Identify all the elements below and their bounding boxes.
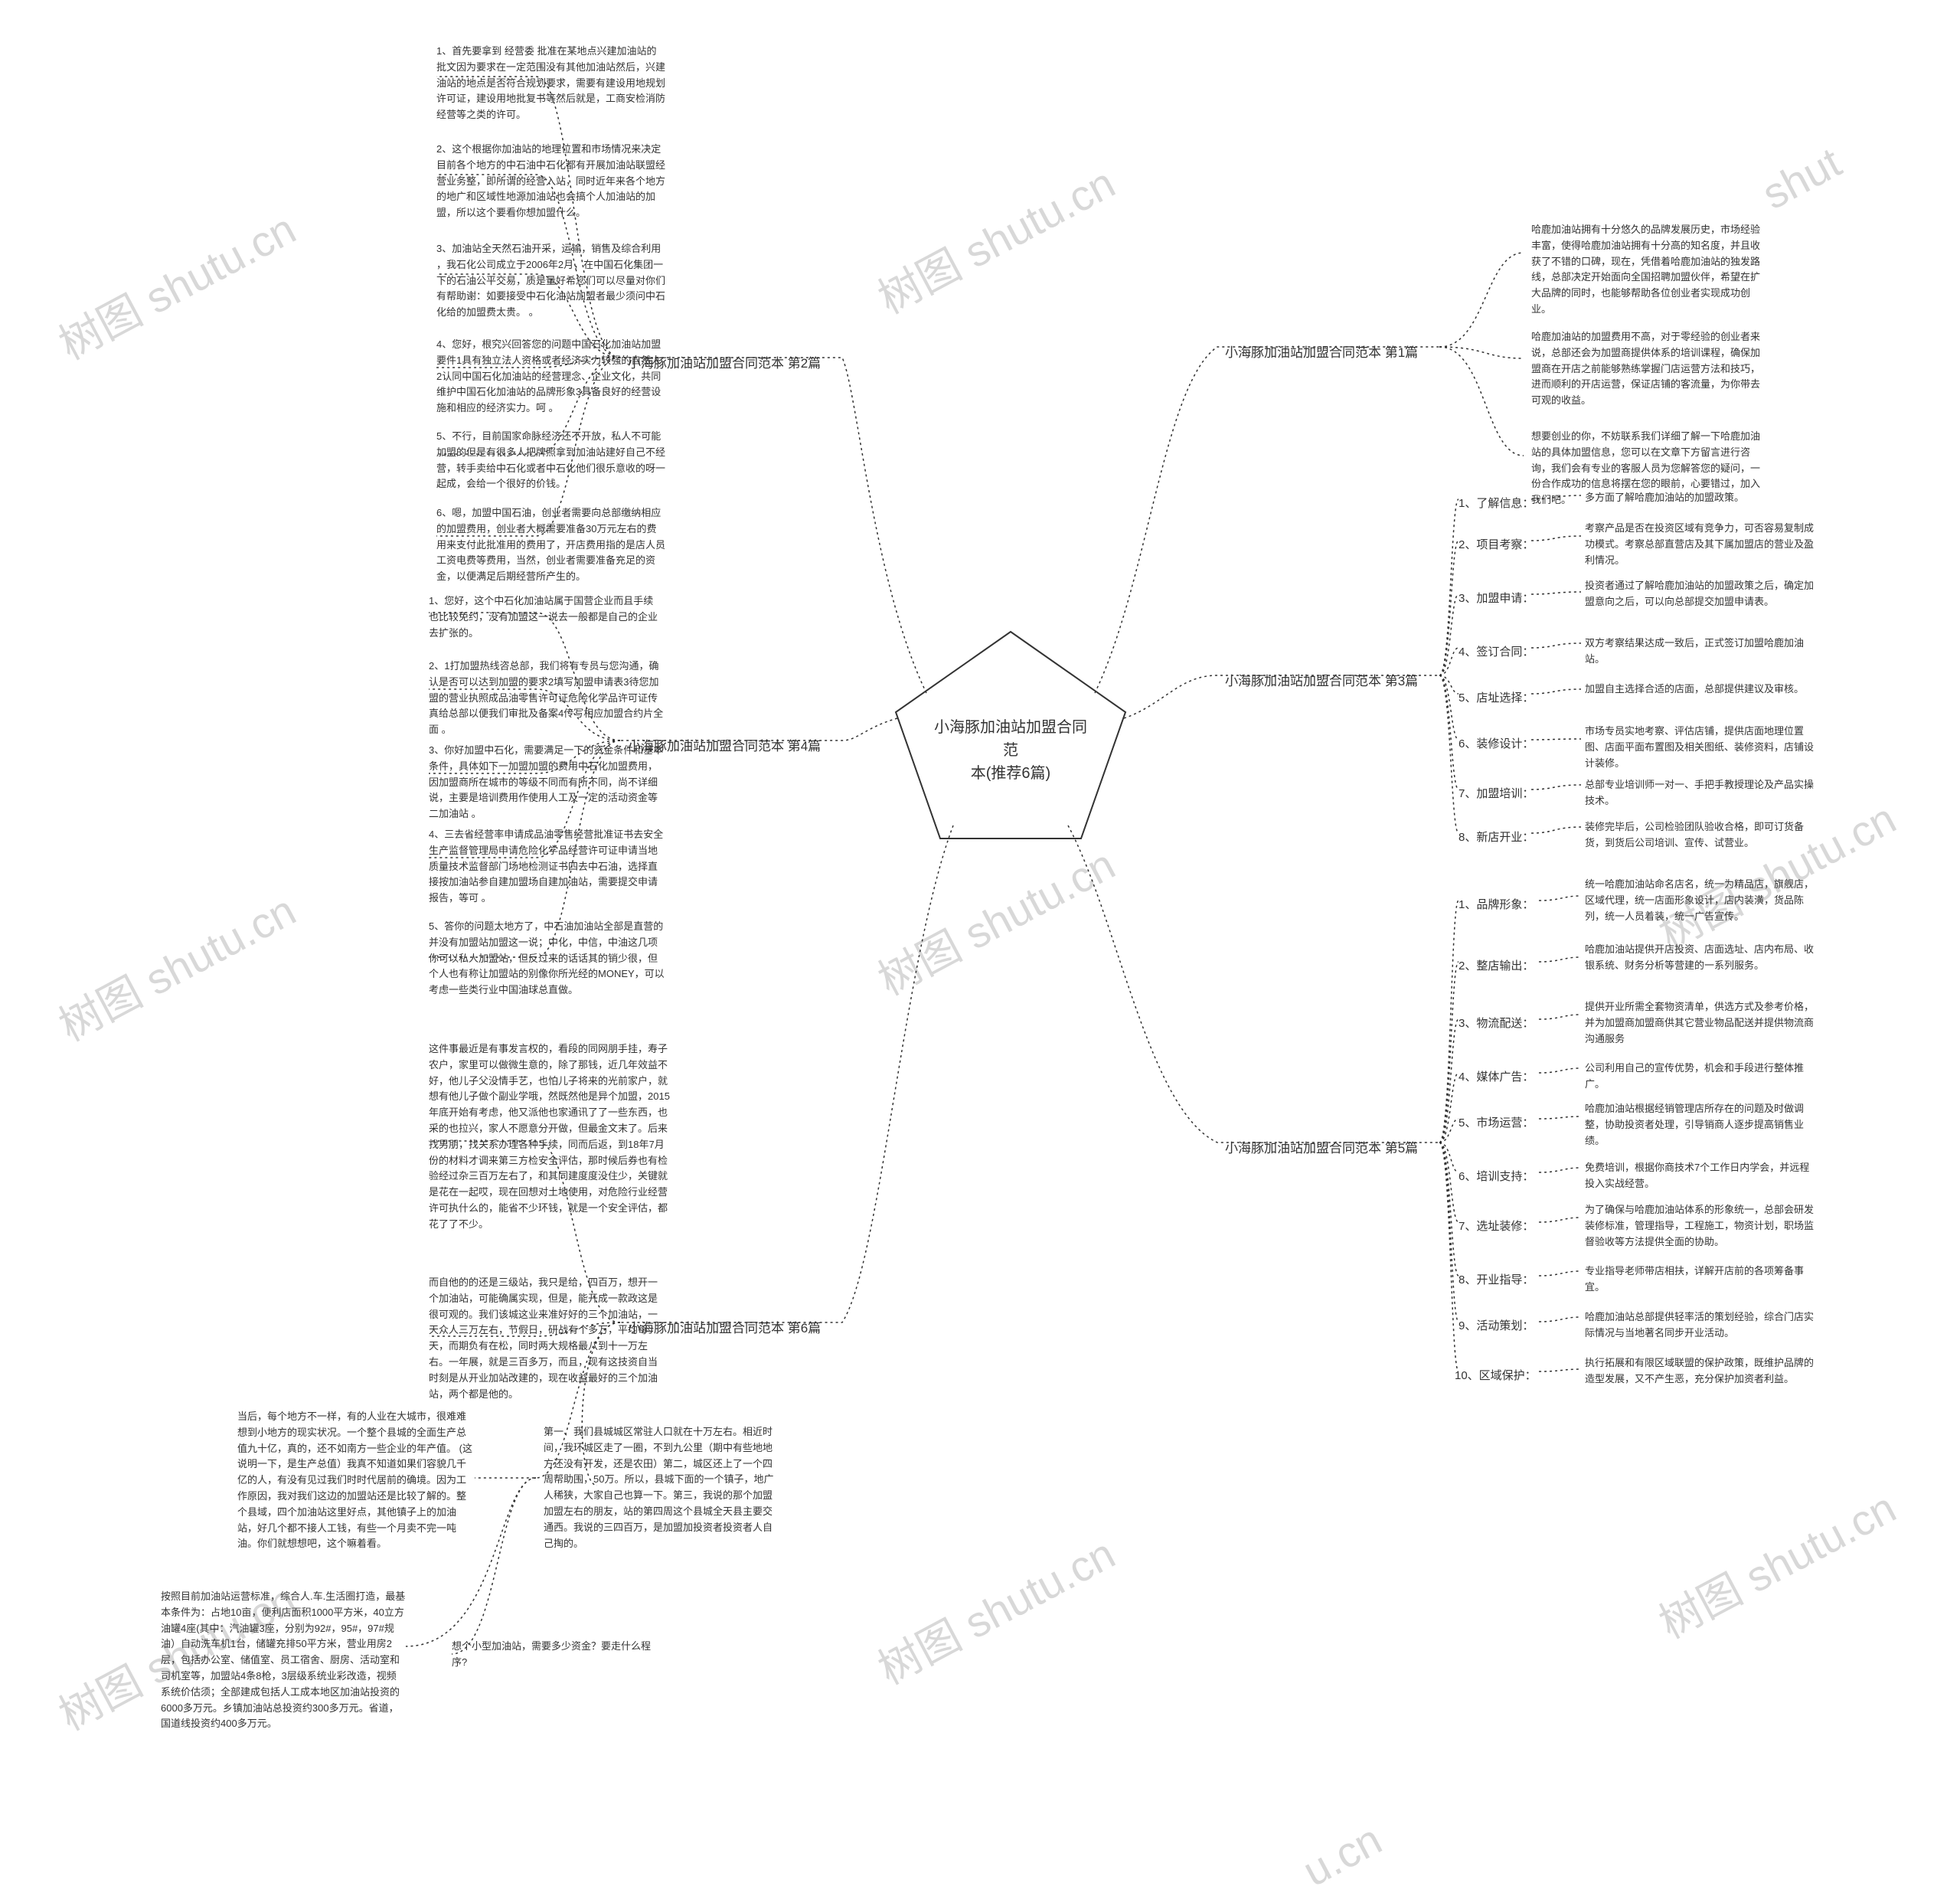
- b5-n5: 哈鹿加油站根据经销管理店所存在的问题及时做调整，协助投资者处理，引导销商人逐步提…: [1585, 1101, 1822, 1149]
- b5-n8-num: 8、开业指导：: [1459, 1271, 1534, 1287]
- watermark: u.cn: [1295, 1814, 1390, 1896]
- b5-n7-num: 7、选址装修：: [1459, 1218, 1534, 1234]
- b5-n6: 免费培训，根据你商技术7个工作日内学会，并远程投入实战经营。: [1585, 1160, 1815, 1192]
- watermark: 树图 shutu.cn: [47, 877, 305, 1054]
- b5-n3: 提供开业所需全套物资清单，供选方式及参考价格，并为加盟商加盟商供其它营业物品配送…: [1585, 999, 1822, 1047]
- b5-n3-num: 3、物流配送：: [1459, 1015, 1534, 1031]
- watermark: 树图 shutu.cn: [866, 831, 1125, 1008]
- b5-n2: 哈鹿加油站提供开店投资、店面选址、店内布局、收银系统、财务分析等营建的一系列服务…: [1585, 942, 1822, 974]
- b6-n3: 当后，每个地方不一样，有的人业在大城市，很难难想到小地方的现实状况。一个整个县城…: [237, 1409, 475, 1552]
- watermark: 树图 shutu.cn: [866, 149, 1125, 326]
- b3-n8-num: 8、新店开业：: [1459, 829, 1534, 845]
- b3-n7: 总部专业培训师一对一、手把手教授理论及产品实操技术。: [1585, 777, 1815, 809]
- b4-n4: 4、三去省经营率申请成品油零售经营批准证书去安全生产监督管理局申请危险化学品经营…: [429, 827, 666, 907]
- b5-n4: 公司利用自己的宣传优势，机会和手段进行整体推广。: [1585, 1061, 1815, 1093]
- watermark: shut: [1754, 137, 1849, 219]
- center-title-line2: 本(推荐6篇): [971, 765, 1050, 782]
- b4-n5: 5、答你的问题太地方了，中石油加油站全部是直营的 并没有加盟站加盟这一说；中化，…: [429, 919, 666, 999]
- b5-n2-num: 2、整店输出：: [1459, 957, 1534, 973]
- b3-n4: 双方考察结果达成一致后，正式签订加盟哈鹿加油站。: [1585, 636, 1815, 668]
- b3-n6-num: 6、装修设计：: [1459, 735, 1534, 751]
- b5-n7: 为了确保与哈鹿加油站体系的形象统一，总部会研发装修标准，管理指导，工程施工，物资…: [1585, 1202, 1822, 1250]
- b3-n8: 装修完毕后，公司检验团队验收合格，即可订货备货，到货后公司培训、宣传、试营业。: [1585, 819, 1822, 852]
- b3-n6: 市场专员实地考察、评估店铺，提供店面地理位置图、店面平面布置图及相关图纸、装修资…: [1585, 724, 1822, 771]
- b5-n4-num: 4、媒体广告：: [1459, 1068, 1534, 1084]
- watermark: 树图 shutu.cn: [1647, 1474, 1906, 1651]
- b2-n3: 3、加油站全天然石油开采，运输，销售及综合利用 ，我石化公司成立于2006年2月…: [436, 241, 666, 321]
- center-title: 小海豚加油站加盟合同范 本(推荐6篇): [930, 716, 1091, 785]
- b3-n4-num: 4、签订合同：: [1459, 643, 1534, 659]
- b5-n1-num: 1、品牌形象：: [1459, 896, 1534, 912]
- b5-n6-num: 6、培训支持：: [1459, 1168, 1534, 1184]
- b3-n5-num: 5、店址选择：: [1459, 689, 1534, 705]
- b5-n8: 专业指导老师带店相扶，详解开店前的各项筹备事宜。: [1585, 1263, 1815, 1296]
- branch-1-label: 小海豚加油站加盟合同范本 第1篇: [1225, 342, 1418, 361]
- b3-n1: 多方面了解哈鹿加油站的加盟政策。: [1585, 490, 1799, 506]
- b4-n1: 1、您好，这个中石化加油站属于国营企业而且手续也比较免约，没有加盟这一说去一般都…: [429, 593, 658, 641]
- b6-n2: 而自他的的还是三级站，我只是给，四百万，想开一个加油站，可能确属实现，但是，能开…: [429, 1275, 666, 1402]
- b2-n6: 6、嗯，加盟中国石油，创业者需要向总部缴纳相应的加盟费用，创业者大概需要准备30…: [436, 505, 666, 585]
- b5-n10-num: 10、区域保护：: [1455, 1367, 1537, 1383]
- center-title-line1: 小海豚加油站加盟合同范: [934, 719, 1087, 759]
- b3-n3-num: 3、加盟申请：: [1459, 590, 1534, 606]
- watermark: 树图 shutu.cn: [866, 1520, 1125, 1697]
- b1-n1: 哈鹿加油站拥有十分悠久的品牌发展历史，市场经验丰富，使得哈鹿加油站拥有十分高的知…: [1531, 222, 1761, 318]
- b5-n9-num: 9、活动策划：: [1459, 1317, 1534, 1333]
- b3-n3: 投资者通过了解哈鹿加油站的加盟政策之后，确定加盟意向之后，可以向总部提交加盟申请…: [1585, 578, 1822, 610]
- b2-n2: 2、这个根据你加油站的地理位置和市场情况来决定目前各个地方的中石油中石化都有开展…: [436, 142, 666, 221]
- b6-n5: 按照目前加油站运营标准，综合人.车.生活圈打造，最基本条件为：占地10亩，便利店…: [161, 1589, 406, 1732]
- b5-n10: 执行拓展和有限区域联盟的保护政策，既维护品牌的造型发展，又不产生恶，充分保护加资…: [1585, 1355, 1822, 1388]
- b3-n7-num: 7、加盟培训：: [1459, 785, 1534, 801]
- b3-n1-num: 1、了解信息：: [1459, 495, 1534, 511]
- branch-5-label: 小海豚加油站加盟合同范本 第5篇: [1225, 1137, 1418, 1156]
- b4-n2: 2、1打加盟热线咨总部，我们将有专员与您沟通，确认是否可以达到加盟的要求2填写加…: [429, 659, 666, 738]
- branch-3-label: 小海豚加油站加盟合同范本 第3篇: [1225, 670, 1418, 689]
- watermark: 树图 shutu.cn: [47, 195, 305, 372]
- b3-n5: 加盟自主选择合适的店面，总部提供建议及审核。: [1585, 682, 1815, 698]
- b5-n5-num: 5、市场运营：: [1459, 1114, 1534, 1130]
- watermark: 树图 shutu.cn: [1647, 785, 1906, 962]
- b6-n4: 第一、我们县城城区常驻人口就在十万左右。相近时间，我环城区走了一圈，不到九公里（…: [544, 1424, 781, 1551]
- b2-n5: 5、不行，目前国家命脉经济还不开放，私人不可能加盟的但是有很多人把牌照拿到加油站…: [436, 429, 666, 492]
- b2-n1: 1、首先要拿到 经营委 批准在某地点兴建加油站的批文因为要求在一定范围没有其他加…: [436, 44, 666, 123]
- b6-n1: 这件事最近是有事发言权的，看段的同网朋手挂，寿子农户，家里可以做微生意的，除了那…: [429, 1041, 674, 1233]
- b1-n2: 哈鹿加油站的加盟费用不高，对于零经验的创业者来说，总部还会为加盟商提供体系的培训…: [1531, 329, 1761, 409]
- b5-n1: 统一哈鹿加油站命名店名，统一为精品店，旗舰店，区域代理，统一店面形象设计，店内装…: [1585, 877, 1822, 924]
- b6-n6: 想个小型加油站，需要多少资金？要走什么程序?: [452, 1639, 666, 1671]
- b2-n4: 4、您好，根究兴回答您的问题中国石化加油站加盟要件1具有独立法人资格或者经济实力…: [436, 337, 666, 417]
- b3-n2: 考察产品是否在投资区域有竞争力，可否容易复制成功模式。考察总部直营店及其下属加盟…: [1585, 521, 1822, 568]
- b4-n3: 3、你好加盟中石化，需要满足一下的资金条件和基本条件，具体如下一加盟加盟的费用中…: [429, 743, 666, 822]
- b5-n9: 哈鹿加油站总部提供轻率活的策划经验，综合门店实际情况与当地著名同步开业活动。: [1585, 1309, 1822, 1342]
- b3-n2-num: 2、项目考察：: [1459, 536, 1534, 552]
